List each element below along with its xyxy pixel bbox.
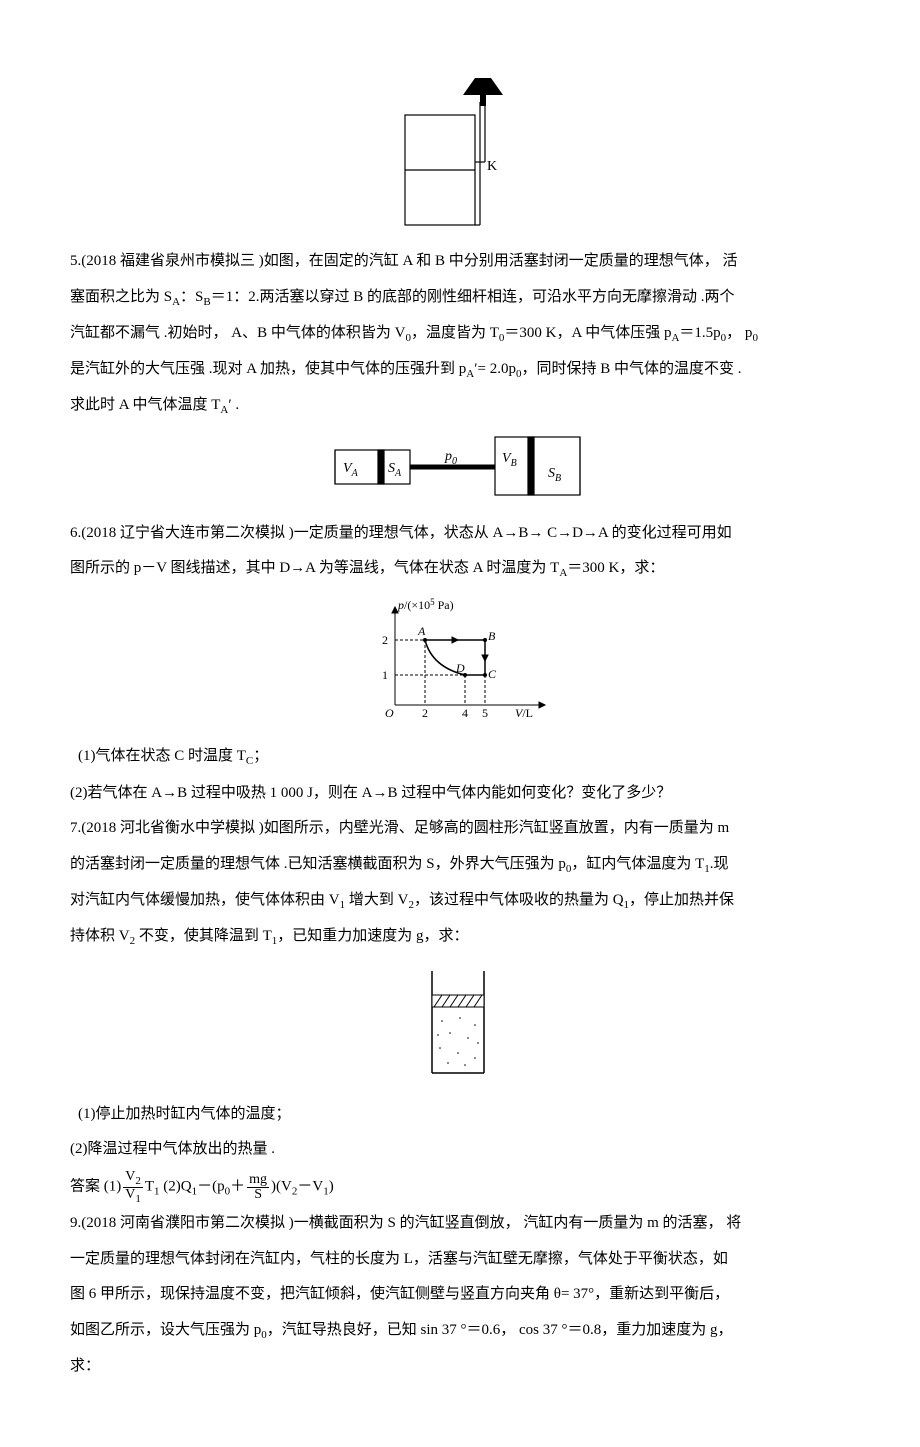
q6-line1: 6.(2018 辽宁省大连市第二次模拟 )一定质量的理想气体，状态从 A→B→ … (70, 518, 850, 550)
svg-text:VB: VB (502, 451, 517, 469)
label-K: K (487, 159, 497, 174)
q6b-line2: (2)若气体在 A→B 过程中吸热 1 000 J，则在 A→B 过程中气体内能… (70, 778, 850, 810)
svg-text:SB: SB (548, 466, 561, 484)
q5-line1: 5.(2018 福建省泉州市模拟三 )如图，在固定的汽缸 A 和 B 中分别用活… (70, 246, 850, 278)
q7-line3: 对汽缸内气体缓慢加热，使气体体积由 V1 增大到 V2，该过程中气体吸收的热量为… (70, 885, 850, 917)
svg-text:1: 1 (382, 668, 388, 682)
q5-line2: 塞面积之比为 SA：SB＝1：2.两活塞以穿过 B 的底部的刚性细杆相连，可沿水… (70, 282, 850, 314)
svg-text:A: A (417, 624, 426, 638)
svg-text:2: 2 (422, 706, 428, 720)
svg-text:SA: SA (388, 461, 402, 479)
q6-line2: 图所示的 p－V 图线描述，其中 D→A 为等温线，气体在状态 A 时温度为 T… (70, 553, 850, 585)
figure-k-cylinder: K (70, 70, 850, 230)
fig1-svg: K (385, 70, 535, 230)
fig2-svg: VA SA p0 VB SB (330, 432, 590, 502)
q7b-line2: (2)降温过程中气体放出的热量 . (70, 1134, 850, 1166)
fig3-svg: p/(×105 Pa) 2 1 O 2 4 5 V/L A B C D (360, 595, 560, 725)
fig4-svg (420, 963, 500, 1083)
svg-text:p0: p0 (444, 449, 457, 467)
q9-line4: 如图乙所示，设大气压强为 p0，汽缸导热良好，已知 sin 37 °＝0.6， … (70, 1315, 850, 1347)
q5-line4: 是汽缸外的大气压强 .现对 A 加热，使其中气体的压强升到 pA′= 2.0p0… (70, 354, 850, 386)
q9-line1: 9.(2018 河南省濮阳市第二次模拟 )一横截面积为 S 的汽缸竖直倒放， 汽… (70, 1208, 850, 1240)
svg-text:VA: VA (343, 461, 359, 479)
svg-text:C: C (488, 667, 497, 681)
q5-line5: 求此时 A 中气体温度 TA′ . (70, 390, 850, 422)
figure-pv-graph: p/(×105 Pa) 2 1 O 2 4 5 V/L A B C D (70, 595, 850, 725)
svg-text:4: 4 (462, 706, 468, 720)
q9-line2: 一定质量的理想气体封闭在汽缸内，气柱的长度为 L，活塞与汽缸壁无摩擦，气体处于平… (70, 1244, 850, 1276)
q7b-line1: (1)停止加热时缸内气体的温度； (70, 1099, 850, 1131)
svg-text:5: 5 (482, 706, 488, 720)
figure-vertical-cylinder (70, 963, 850, 1083)
q9-line3: 图 6 甲所示，现保持温度不变，把汽缸倾斜，使汽缸侧壁与竖直方向夹角 θ= 37… (70, 1279, 850, 1311)
q7-line4: 持体积 V2 不变，使其降温到 T1，已知重力加速度为 g，求： (70, 921, 850, 953)
q9-line5: 求： (70, 1351, 850, 1383)
svg-text:V/L: V/L (515, 706, 533, 720)
svg-text:2: 2 (382, 633, 388, 647)
q7-line2: 的活塞封闭一定质量的理想气体 .已知活塞横截面积为 S，外界大气压强为 p0，缸… (70, 849, 850, 881)
svg-text:D: D (455, 661, 465, 675)
svg-text:B: B (488, 629, 496, 643)
q6b-line1: (1)气体在状态 C 时温度 TC； (70, 741, 850, 773)
q5-line3: 汽缸都不漏气 .初始时， A、B 中气体的体积皆为 V0，温度皆为 T0＝300… (70, 318, 850, 350)
svg-text:O: O (385, 706, 394, 720)
figure-double-cylinder: VA SA p0 VB SB (70, 432, 850, 502)
svg-text:p/(×105 Pa): p/(×105 Pa) (397, 597, 454, 612)
q7b-answer: 答案 (1)V2V1T1 (2)Q1－(p0＋mgS)(V2－V1) (70, 1170, 850, 1205)
q7-line1: 7.(2018 河北省衡水中学模拟 )如图所示，内壁光滑、足够高的圆柱形汽缸竖直… (70, 813, 850, 845)
